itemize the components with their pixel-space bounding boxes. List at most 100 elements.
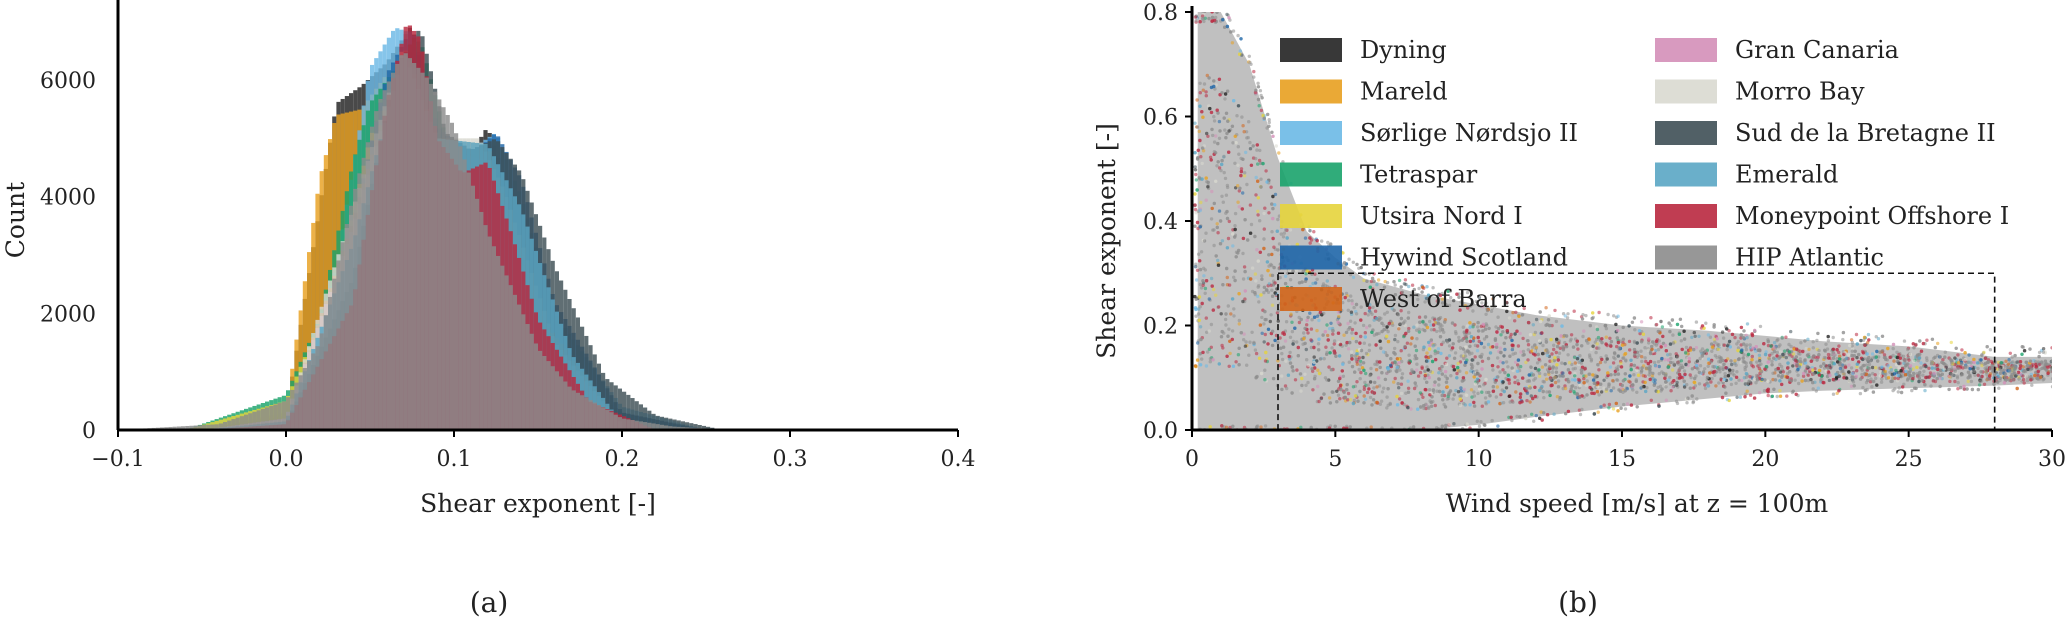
scatter-point: [1605, 336, 1608, 339]
scatter-point: [1797, 382, 1800, 385]
scatter-point: [1923, 389, 1926, 392]
scatter-point: [1212, 288, 1215, 291]
scatter-point: [1554, 381, 1557, 384]
y-tick-label: 0: [82, 419, 96, 444]
scatter-point: [1953, 380, 1956, 383]
scatter-point: [1220, 344, 1223, 347]
scatter-point: [1402, 335, 1405, 338]
scatter-point: [1457, 336, 1460, 339]
scatter-point: [1204, 287, 1207, 290]
scatter-point: [1852, 380, 1855, 383]
scatter-point: [1476, 349, 1479, 352]
scatter-point: [1897, 390, 1900, 393]
histogram-x-label: Shear exponent [-]: [420, 489, 656, 518]
scatter-point: [1501, 368, 1504, 371]
scatter-point: [1791, 364, 1794, 367]
scatter-point: [1260, 274, 1263, 277]
scatter-point: [1289, 313, 1292, 316]
scatter-point: [1375, 385, 1378, 388]
histogram-bar: [626, 419, 630, 430]
x-tick-label: 0.0: [269, 447, 304, 472]
scatter-point: [1222, 201, 1225, 204]
scatter-point: [1767, 394, 1770, 397]
scatter-point: [1290, 321, 1293, 324]
histogram-bar: [605, 410, 609, 430]
scatter-point: [1212, 228, 1215, 231]
scatter-point: [1233, 162, 1236, 165]
histogram-bar: [437, 99, 441, 430]
scatter-point: [1202, 3, 1205, 6]
scatter-point: [1197, 0, 1200, 3]
scatter-point: [1231, 41, 1234, 44]
scatter-point: [1210, 323, 1213, 326]
histogram-bar: [399, 55, 403, 430]
scatter-point: [1380, 400, 1383, 403]
scatter-point: [1251, 431, 1254, 434]
scatter-point: [1573, 374, 1576, 377]
histogram-bar: [584, 398, 588, 430]
scatter-point: [1326, 334, 1329, 337]
scatter-point: [1742, 353, 1745, 356]
scatter-point: [1551, 371, 1554, 374]
scatter-point: [1205, 199, 1208, 202]
scatter-point: [1347, 258, 1350, 261]
scatter-point: [1305, 358, 1308, 361]
scatter-point: [1784, 336, 1787, 339]
scatter-point: [1689, 373, 1692, 376]
scatter-point: [1768, 357, 1771, 360]
scatter-point: [2026, 379, 2029, 382]
histogram-bar: [311, 353, 315, 430]
scatter-point: [1200, 4, 1203, 7]
scatter-point: [1415, 349, 1418, 352]
scatter-point: [1264, 424, 1267, 427]
scatter-point: [1587, 373, 1590, 376]
scatter-point: [1726, 348, 1729, 351]
scatter-point: [1312, 230, 1315, 233]
scatter-point: [1710, 377, 1713, 380]
scatter-point: [1326, 279, 1329, 282]
scatter-point: [1364, 331, 1367, 334]
scatter-point: [1227, 304, 1230, 307]
scatter-point: [1496, 356, 1499, 359]
scatter-point: [1291, 330, 1294, 333]
scatter-point: [1359, 360, 1362, 363]
histogram-y-label: Count: [1, 182, 30, 258]
scatter-point: [1352, 276, 1355, 279]
scatter-point: [1807, 348, 1810, 351]
scatter-point: [1465, 394, 1468, 397]
histogram-bar: [282, 402, 286, 430]
histogram-bar: [248, 413, 252, 430]
scatter-point: [1476, 325, 1479, 328]
scatter-point: [1892, 347, 1895, 350]
scatter-point: [1315, 278, 1318, 281]
scatter-point: [1200, 357, 1203, 360]
scatter-point: [2023, 381, 2026, 384]
scatter-point: [1534, 377, 1537, 380]
scatter-point: [1284, 339, 1287, 342]
scatter-point: [1232, 276, 1235, 279]
scatter-point: [1550, 352, 1553, 355]
scatter-point: [1973, 374, 1976, 377]
scatter-point: [1731, 372, 1734, 375]
scatter-point: [1960, 348, 1963, 351]
scatter-point: [1798, 352, 1801, 355]
scatter-point: [1382, 350, 1385, 353]
scatter-point: [1285, 387, 1288, 390]
histogram-bar: [601, 407, 605, 430]
scatter-point: [1465, 371, 1468, 374]
scatter-point: [1608, 337, 1611, 340]
scatter-point: [1397, 327, 1400, 330]
scatter-point: [1837, 344, 1840, 347]
scatter-point: [1688, 360, 1691, 363]
scatter-point: [1921, 374, 1924, 377]
x-tick-label: 0.2: [605, 447, 640, 472]
panel-a-label: (a): [470, 586, 509, 619]
scatter-point: [1600, 390, 1603, 393]
scatter-point: [1498, 370, 1501, 373]
scatter-point: [1223, 171, 1226, 174]
histogram-bar: [538, 351, 542, 430]
scatter-point: [1327, 365, 1330, 368]
histogram-bar: [622, 419, 626, 430]
scatter-point: [1745, 365, 1748, 368]
